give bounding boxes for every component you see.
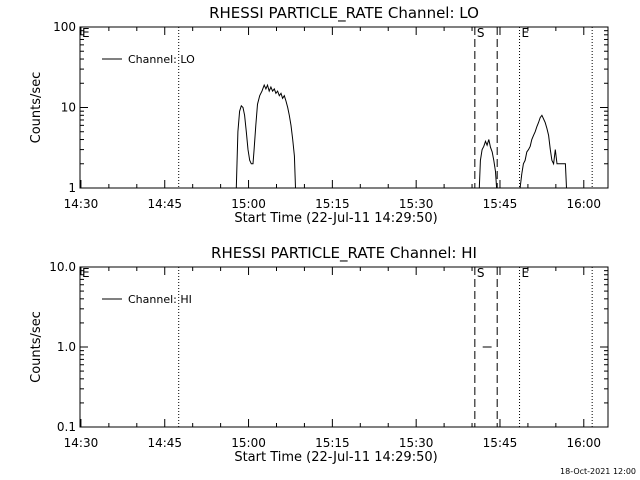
legend-entry: Channel: LO xyxy=(128,53,195,66)
footer-timestamp: 18-Oct-2021 12:00 xyxy=(560,467,636,476)
x-tick-label: 15:45 xyxy=(483,197,518,211)
series-line-segment xyxy=(519,114,567,189)
plot-frame xyxy=(79,26,609,189)
x-tick-label: 16:00 xyxy=(566,436,601,450)
y-tick-label: 0.1 xyxy=(57,420,76,434)
y-tick-label: 1 xyxy=(68,181,76,195)
series-line-segment xyxy=(478,139,498,189)
x-tick-label: 16:00 xyxy=(566,197,601,211)
series-line-segment xyxy=(235,83,296,189)
corner-marker-label: E xyxy=(82,26,90,40)
chart-title: RHESSI PARTICLE_RATE Channel: LO xyxy=(209,4,479,23)
x-tick-label: 15:00 xyxy=(231,436,266,450)
x-tick-label: 15:30 xyxy=(399,436,434,450)
x-axis-label: Start Time (22-Jul-11 14:29:50) xyxy=(234,450,437,465)
x-tick-label: 15:15 xyxy=(315,197,350,211)
marker-label: E xyxy=(522,266,530,280)
y-axis-label: Counts/sec xyxy=(29,72,44,144)
y-tick-label: 100 xyxy=(53,20,76,34)
y-tick-label: 10 xyxy=(61,101,76,115)
chart-title: RHESSI PARTICLE_RATE Channel: HI xyxy=(211,244,477,263)
marker-label: S xyxy=(477,266,485,280)
x-tick-label: 14:30 xyxy=(64,436,99,450)
corner-marker-label: E xyxy=(82,266,90,280)
chart-lo: RHESSI PARTICLE_RATE Channel: LO 1 10 100 14… xyxy=(29,4,609,226)
x-axis-label: Start Time (22-Jul-11 14:29:50) xyxy=(234,211,437,226)
marker-label: S xyxy=(477,26,485,40)
chart-hi: RHESSI PARTICLE_RATE Channel: HI 0.1 1.0 10… xyxy=(29,244,609,465)
x-tick-label: 15:30 xyxy=(399,197,434,211)
marker-label: E xyxy=(522,26,530,40)
x-tick-label: 15:15 xyxy=(315,436,350,450)
x-tick-label: 14:30 xyxy=(64,197,99,211)
x-tick-label: 14:45 xyxy=(147,197,182,211)
legend-entry: Channel: HI xyxy=(128,293,192,306)
plot-frame xyxy=(79,266,609,428)
y-axis-label: Counts/sec xyxy=(29,311,44,383)
y-tick-label: 10.0 xyxy=(49,260,76,274)
x-tick-label: 15:45 xyxy=(483,436,518,450)
x-tick-label: 15:00 xyxy=(231,197,266,211)
x-tick-label: 14:45 xyxy=(147,436,182,450)
y-tick-label: 1.0 xyxy=(57,340,76,354)
